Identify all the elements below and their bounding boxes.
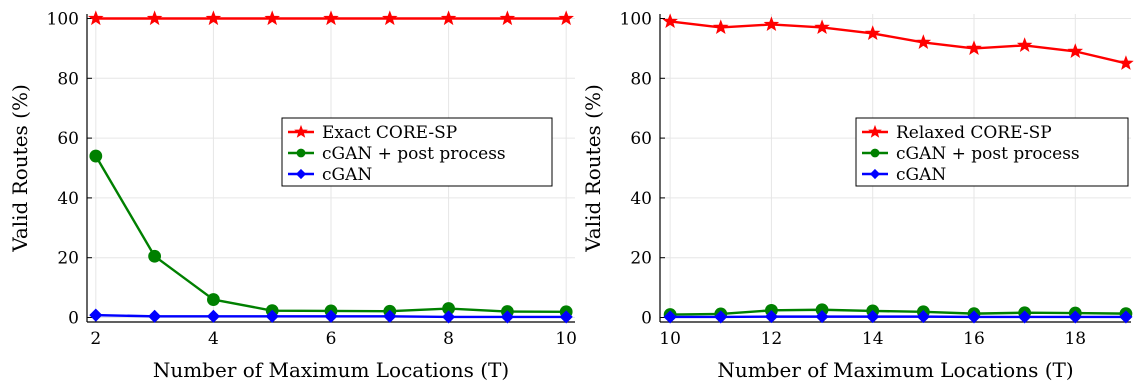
data-point (206, 309, 220, 323)
data-point (714, 310, 728, 324)
x-tick-label: 12 (761, 329, 783, 349)
data-point (864, 25, 881, 41)
data-point (1018, 310, 1032, 324)
data-point (866, 310, 880, 324)
legend-label: Relaxed CORE-SP (896, 123, 1052, 143)
legend-box (855, 117, 1129, 187)
data-point (967, 310, 981, 324)
data-point (916, 310, 930, 324)
data-point (713, 19, 729, 35)
data-point (440, 10, 457, 26)
x-tick-label: 10 (555, 329, 577, 349)
y-tick-label: 0 (641, 309, 652, 329)
series-diamond (663, 310, 1133, 324)
x-tick-label: 2 (90, 329, 101, 349)
data-point (815, 310, 829, 324)
y-tick-label: 0 (68, 309, 79, 329)
data-point (89, 149, 103, 163)
legend-label: cGAN (322, 165, 372, 185)
data-point (383, 309, 397, 323)
y-tick-label: 100 (620, 9, 652, 29)
series-star (662, 13, 1134, 70)
data-point (499, 10, 516, 26)
data-point (1118, 55, 1134, 70)
series-line (670, 308, 1126, 316)
legend-label: cGAN + post process (322, 144, 506, 164)
data-point (207, 293, 220, 306)
legend-swatch-marker (294, 124, 308, 138)
legend-swatch-marker (870, 148, 880, 158)
data-point (323, 10, 339, 26)
y-tick-label: 80 (630, 69, 652, 89)
data-point (88, 10, 104, 26)
x-axis-label: Number of Maximum Locations (T) (153, 358, 509, 382)
data-point (146, 10, 163, 26)
series-line (669, 20, 1127, 65)
data-point (764, 310, 778, 324)
x-tick-label: 14 (862, 329, 884, 349)
legend-box (281, 117, 553, 187)
data-point (264, 10, 280, 26)
legend-label: cGAN (896, 165, 946, 185)
data-point (1068, 310, 1082, 324)
chart-2: 10 12 14 16 18 0 20 40 60 80 100 Number of Maximum … (581, 9, 1134, 382)
y-tick-label: 60 (57, 129, 79, 149)
legend-swatch-marker (295, 168, 307, 180)
data-point (814, 19, 830, 35)
series-diamond (89, 308, 573, 324)
y-tick-label: 80 (57, 69, 79, 89)
y-axis-label: Valid Routes (%) (8, 84, 32, 253)
data-point (500, 310, 514, 324)
data-point (1067, 43, 1084, 58)
data-point (558, 10, 574, 26)
legend-swatch-marker (296, 148, 306, 158)
x-axis-label: Number of Maximum Locations (T) (717, 358, 1073, 382)
legend-label: Exact CORE-SP (322, 123, 457, 143)
y-tick-label: 40 (630, 189, 652, 209)
y-tick-label: 40 (57, 189, 79, 209)
legend-swatch-marker (868, 124, 882, 138)
data-point (1119, 310, 1133, 324)
data-point (966, 40, 982, 55)
data-point (324, 309, 338, 323)
data-point (1016, 37, 1033, 52)
data-point (148, 249, 162, 263)
data-point (205, 10, 222, 26)
data-point (662, 13, 678, 29)
x-tick-label: 4 (208, 329, 219, 349)
legend-label: cGAN + post process (896, 144, 1080, 164)
y-tick-label: 20 (57, 249, 79, 269)
data-point (148, 309, 162, 323)
y-tick-label: 100 (47, 9, 79, 29)
data-point (442, 310, 456, 324)
y-axis-label: Valid Routes (%) (581, 84, 605, 253)
x-tick-label: 16 (963, 329, 985, 349)
data-point (915, 34, 932, 49)
data-point (382, 10, 398, 26)
series-star (88, 10, 574, 26)
x-tick-label: 8 (443, 329, 454, 349)
data-point (663, 310, 677, 324)
x-tick-label: 18 (1064, 329, 1086, 349)
data-point (265, 309, 279, 323)
x-tick-label: 10 (659, 329, 681, 349)
data-point (89, 308, 103, 322)
legend-swatch-marker (869, 168, 881, 180)
y-tick-label: 60 (630, 129, 652, 149)
y-tick-label: 20 (630, 249, 652, 269)
data-point (559, 310, 573, 324)
data-point (763, 16, 780, 32)
x-tick-label: 6 (326, 329, 337, 349)
